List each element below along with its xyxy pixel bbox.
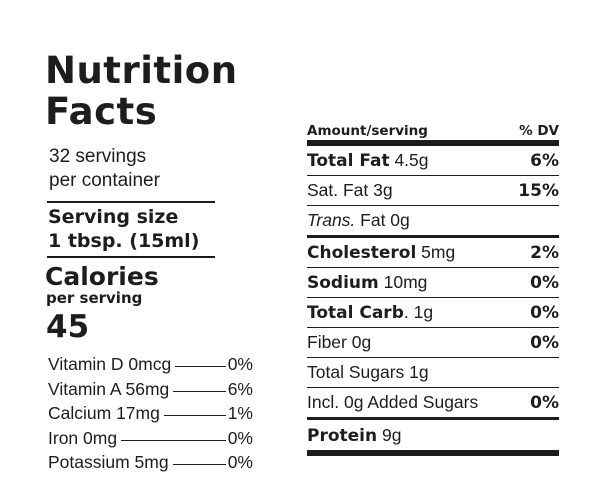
thick-divider-bottom — [307, 450, 559, 456]
title-line-1: Nutrition — [45, 49, 238, 92]
divider-above-serving-size — [47, 201, 215, 203]
nutrient-amount: Total Sugars 1g — [307, 362, 429, 382]
vitamin-name: Calcium 17mg — [48, 403, 160, 423]
nutrient-row-added-sugars: Incl. 0g Added Sugars 0% — [307, 388, 559, 420]
nutrient-name: Total Fat 4.5g — [307, 150, 429, 171]
vitamin-dv: 0% — [227, 354, 253, 374]
vitamin-dv: 1% — [227, 403, 253, 423]
nutrient-table: Amount/serving % DV Total Fat 4.5g 6% Sa… — [307, 115, 559, 456]
serving-size-value: 1 tbsp. (15ml) — [48, 230, 200, 252]
nutrient-amount: 5mg — [416, 242, 456, 262]
servings-line-2: per container — [49, 170, 160, 191]
serving-size-label: Serving size — [48, 206, 179, 228]
leader-line — [172, 464, 226, 465]
nutrient-amount: 4.5g — [389, 150, 429, 170]
calories-per-serving-label: per serving — [46, 289, 143, 307]
vitamin-name: Potassium 5mg — [48, 452, 169, 472]
vitamin-row: Iron 0mg 0% — [48, 426, 253, 451]
nutrient-row-trans-fat: Trans. Fat 0g — [307, 206, 559, 238]
nutrient-amount: Sat. Fat 3g — [307, 180, 393, 200]
nutrient-dv: 0% — [530, 272, 559, 293]
vitamin-name: Vitamin A 56mg — [48, 378, 170, 399]
vitamin-list: Vitamin D 0mcg 0% Vitamin A 56mg 6% Calc… — [48, 352, 253, 475]
nutrient-italic-label: Trans. — [307, 210, 356, 230]
nutrient-row-total-fat: Total Fat 4.5g 6% — [307, 146, 559, 176]
nutrient-row-total-carb: Total Carb. 1g 0% — [307, 298, 559, 328]
nutrient-bold-label: Total Fat — [307, 151, 390, 171]
nutrient-name: Sat. Fat 3g — [307, 180, 393, 201]
servings-per-container: 32 servings per container — [49, 145, 160, 193]
vitamin-name: Vitamin D 0mcg — [48, 354, 172, 374]
percent-dv-header: % DV — [519, 123, 559, 139]
leader-line — [175, 366, 226, 367]
nutrient-row-protein: Protein 9g — [307, 420, 559, 450]
calories-value: 45 — [46, 309, 90, 345]
serving-size: Serving size 1 tbsp. (15ml) — [48, 205, 199, 253]
vitamin-name: Iron 0mg — [48, 427, 118, 448]
vitamin-row: Vitamin D 0mcg 0% — [48, 352, 253, 377]
nutrient-name: Sodium 10mg — [307, 272, 427, 293]
nutrient-name: Cholesterol 5mg — [307, 242, 455, 263]
nutrient-dv: 6% — [530, 150, 559, 171]
nutrient-bold-label: Cholesterol — [307, 243, 417, 263]
nutrient-name: Total Carb. 1g — [307, 302, 433, 323]
nutrient-name: Fiber 0g — [307, 332, 371, 353]
nutrient-row-cholesterol: Cholesterol 5mg 2% — [307, 238, 559, 268]
nutrient-bold-label: Total Carb — [307, 303, 404, 323]
vitamin-row: Vitamin A 56mg 6% — [48, 377, 253, 402]
nutrient-row-fiber: Fiber 0g 0% — [307, 328, 559, 358]
nutrient-amount: Fat 0g — [355, 210, 410, 230]
nutrient-amount: 10mg — [378, 272, 428, 292]
nutrient-name: Total Sugars 1g — [307, 362, 429, 383]
leader-line — [121, 439, 226, 441]
nutrient-bold-label: Protein — [307, 425, 378, 446]
leader-line — [163, 415, 226, 416]
nutrient-dv: 0% — [530, 332, 559, 353]
servings-line-1: 32 servings — [49, 146, 147, 167]
nutrient-bold-label: Sodium — [307, 273, 379, 293]
nutrient-dv: 2% — [530, 242, 559, 263]
nutrient-row-total-sugars: Total Sugars 1g — [307, 358, 559, 388]
nutrient-dv: 0% — [530, 392, 559, 413]
nutrition-facts-title: Nutrition Facts — [45, 50, 238, 132]
title-line-2: Facts — [45, 90, 158, 133]
amount-per-serving-header: Amount/serving — [307, 123, 428, 139]
divider-above-calories — [47, 256, 215, 258]
nutrient-row-sodium: Sodium 10mg 0% — [307, 268, 559, 298]
thick-divider-top — [307, 140, 559, 146]
table-header: Amount/serving % DV — [307, 115, 559, 139]
nutrient-row-sat-fat: Sat. Fat 3g 15% — [307, 176, 559, 206]
vitamin-row: Potassium 5mg 0% — [48, 450, 253, 475]
leader-line — [173, 390, 226, 392]
nutrient-amount: . 1g — [403, 302, 434, 322]
vitamin-dv: 0% — [227, 452, 253, 472]
nutrient-name: Protein 9g — [307, 425, 401, 446]
nutrient-amount: Fiber 0g — [307, 332, 372, 352]
vitamin-dv: 0% — [227, 427, 253, 448]
nutrient-dv: 0% — [530, 302, 559, 323]
nutrient-amount: Incl. 0g Added Sugars — [307, 392, 479, 412]
nutrient-dv: 15% — [518, 180, 559, 201]
vitamin-dv: 6% — [227, 378, 253, 399]
nutrient-name: Trans. Fat 0g — [307, 210, 410, 231]
nutrient-amount: 9g — [377, 424, 402, 445]
calories-label: Calories — [45, 262, 159, 291]
nutrient-name: Incl. 0g Added Sugars — [307, 392, 478, 413]
vitamin-row: Calcium 17mg 1% — [48, 401, 253, 426]
